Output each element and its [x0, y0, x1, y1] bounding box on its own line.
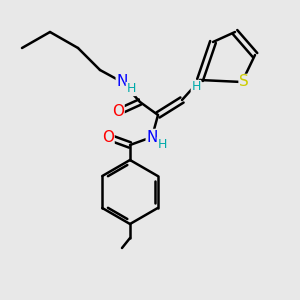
- Text: H: H: [157, 137, 167, 151]
- Text: H: H: [191, 80, 201, 94]
- Text: O: O: [102, 130, 114, 145]
- Text: H: H: [126, 82, 136, 95]
- Text: N: N: [146, 130, 158, 145]
- Text: N: N: [116, 74, 128, 89]
- Text: S: S: [239, 74, 249, 89]
- Text: O: O: [112, 103, 124, 118]
